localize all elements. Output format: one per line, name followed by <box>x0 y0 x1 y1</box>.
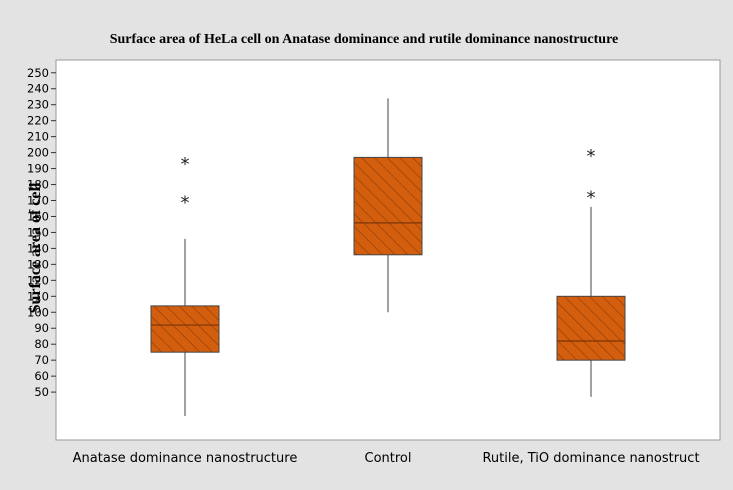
outlier-marker: * <box>181 193 190 214</box>
y-tick-label: 190 <box>27 162 49 176</box>
y-tick-label: 180 <box>27 178 49 192</box>
y-tick-label: 90 <box>34 321 49 335</box>
y-tick-label: 160 <box>27 209 49 223</box>
chart-title: Surface area of HeLa cell on Anatase dom… <box>110 32 619 47</box>
y-tick-label: 60 <box>34 369 49 383</box>
box-iqr <box>556 295 626 361</box>
y-tick-label: 250 <box>27 66 49 80</box>
y-tick-label: 170 <box>27 194 49 208</box>
box-iqr <box>353 156 423 256</box>
x-category-label: Control <box>365 451 412 466</box>
box-iqr <box>150 305 220 353</box>
y-tick-label: 50 <box>34 385 49 399</box>
outlier-marker: * <box>587 146 596 167</box>
y-tick-label: 240 <box>27 82 49 96</box>
y-tick-label: 70 <box>34 353 49 367</box>
y-tick-label: 100 <box>27 305 49 319</box>
y-tick-label: 110 <box>27 289 49 303</box>
y-tick-label: 130 <box>27 257 49 271</box>
x-category-label: Anatase dominance nanostructure <box>73 451 298 466</box>
outlier-marker: * <box>587 188 596 209</box>
y-axis-label: Surface area of cell <box>27 182 44 313</box>
y-tick-label: 140 <box>27 241 49 255</box>
y-tick-label: 120 <box>27 273 49 287</box>
y-tick-label: 150 <box>27 225 49 239</box>
y-tick-label: 230 <box>27 98 49 112</box>
y-tick-label: 220 <box>27 114 49 128</box>
y-tick-label: 80 <box>34 337 49 351</box>
y-tick-label: 210 <box>27 130 49 144</box>
x-category-label: Rutile, TiO dominance nanostruct <box>482 451 699 466</box>
y-tick-label: 200 <box>27 146 49 160</box>
outlier-marker: * <box>181 154 190 175</box>
